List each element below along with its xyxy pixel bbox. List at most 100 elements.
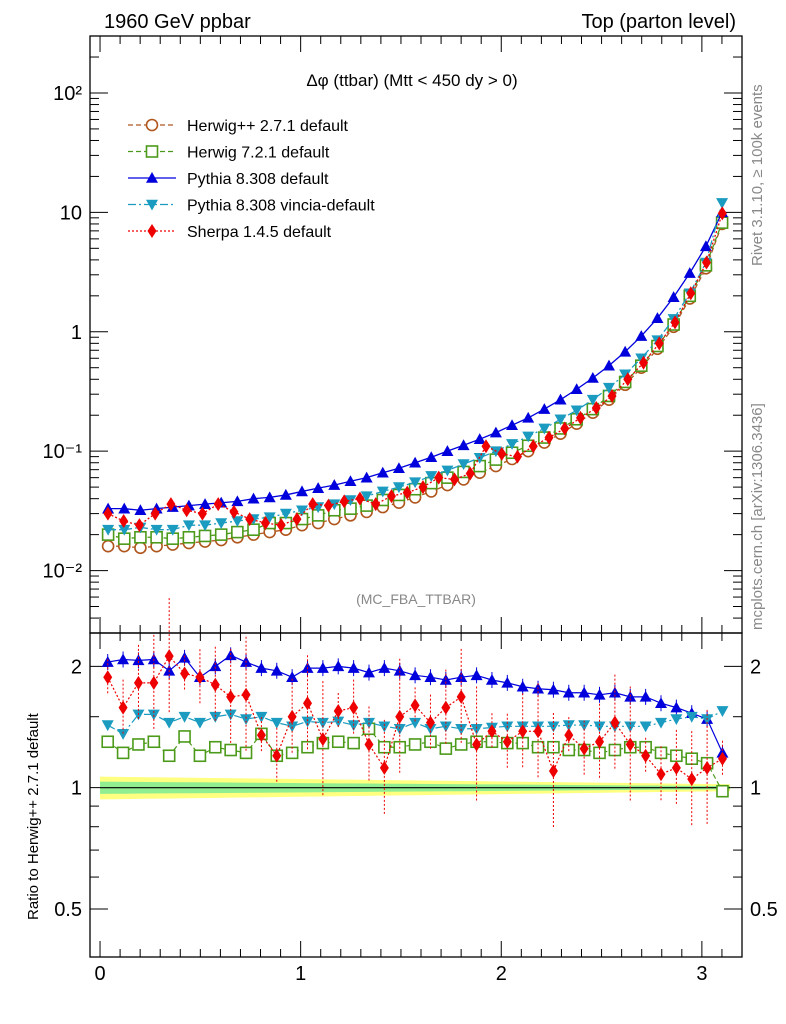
ratio-point-3	[117, 729, 130, 740]
legend-label: Sherpa 1.4.5 default	[187, 224, 332, 241]
ratio-point-3	[270, 717, 283, 729]
data-point-3	[376, 486, 389, 498]
ratio-point-4	[118, 700, 128, 715]
data-point-4	[402, 485, 412, 500]
ratio-point-4	[379, 760, 389, 775]
ratio-point-3	[409, 717, 422, 729]
data-point-2	[586, 372, 599, 383]
ratio-point-2	[362, 666, 375, 678]
data-point-2	[231, 495, 244, 507]
ratio-point-2	[255, 662, 268, 673]
ratio-point-4	[518, 724, 528, 739]
ratio-point-1	[439, 742, 453, 755]
ratio-point-3	[301, 716, 314, 728]
data-point-4	[449, 472, 459, 487]
ratio-point-4	[272, 748, 282, 763]
ratio-point-1	[224, 743, 237, 757]
data-point-3	[570, 405, 583, 417]
ratio-point-1	[685, 752, 699, 765]
data-point-3	[619, 369, 632, 381]
data-point-1	[134, 530, 147, 544]
data-point-3	[425, 471, 438, 482]
ratio-point-1	[378, 740, 391, 754]
ratio-point-2	[655, 697, 668, 709]
y-tick-label: 10⁻²	[43, 561, 83, 583]
data-point-3	[118, 524, 131, 536]
x-tick-label: 1	[295, 963, 306, 985]
ratio-point-1	[547, 740, 560, 754]
ratio-point-4	[210, 677, 220, 692]
mcplots-label: mcplots.cern.ch [arXiv:1306.3436]	[749, 403, 766, 630]
ratio-point-4	[164, 649, 174, 664]
ratio-y-tick-label-right: 0.5	[750, 899, 778, 921]
ratio-point-2	[209, 660, 222, 672]
ratio-point-4	[472, 737, 482, 752]
data-point-4	[465, 466, 475, 481]
ratio-ylabel: Ratio to Herwig++ 2.7.1 default	[25, 712, 42, 920]
ratio-point-2	[286, 671, 299, 682]
data-point-2	[263, 491, 276, 503]
ratio-point-4	[287, 709, 297, 724]
data-point-3	[166, 524, 179, 536]
ratio-point-4	[256, 728, 266, 743]
ratio-point-4	[103, 670, 113, 685]
data-point-1	[214, 528, 228, 541]
ratio-point-1	[301, 740, 314, 754]
data-point-2	[344, 475, 357, 487]
legend-label: Herwig 7.2.1 default	[187, 145, 330, 162]
legend-marker	[145, 145, 159, 158]
ratio-point-4	[579, 741, 589, 756]
data-point-2	[667, 291, 680, 302]
data-point-4	[292, 512, 302, 527]
data-point-2	[651, 312, 664, 323]
ratio-point-2	[516, 680, 529, 692]
data-point-2	[570, 383, 583, 395]
ratio-point-4	[241, 687, 251, 702]
rivet-label: Rivet 3.1.10, ≥ 100k events	[749, 84, 766, 266]
data-point-4	[386, 489, 396, 504]
ratio-point-2	[378, 662, 391, 673]
data-point-3	[602, 382, 615, 394]
data-point-4	[560, 421, 570, 436]
ratio-point-3	[163, 717, 176, 729]
ratio-point-4	[564, 728, 574, 743]
ratio-point-1	[162, 749, 176, 763]
ratio-point-4	[333, 703, 343, 718]
legend-label: Pythia 8.308 vincia-default	[187, 198, 375, 215]
ratio-point-1	[716, 784, 729, 798]
legend: Herwig++ 2.7.1 default Herwig 7.2.1 defau…	[128, 118, 375, 241]
ratio-point-3	[193, 717, 206, 729]
ratio-point-4	[548, 763, 558, 778]
data-point-3	[409, 477, 422, 489]
ratio-point-3	[393, 723, 406, 735]
plot-watermark: (MC_FBA_TTBAR)	[356, 591, 476, 607]
header-right: Top (parton level)	[581, 11, 736, 33]
data-point-2	[247, 492, 260, 504]
ratio-point-3	[670, 714, 683, 726]
data-point-4	[355, 491, 365, 506]
data-point-3	[522, 431, 535, 443]
ratio-point-4	[595, 734, 605, 749]
data-point-4	[103, 506, 113, 521]
main-plot: 10⁻² 10⁻¹ 1 10 10²	[43, 35, 743, 634]
data-point-4	[544, 430, 554, 445]
ratio-point-1	[347, 736, 360, 750]
data-point-4	[308, 497, 318, 512]
y-tick-label: 1	[71, 322, 82, 344]
data-point-4	[607, 388, 617, 403]
data-point-4	[339, 494, 349, 509]
data-point-4	[260, 516, 270, 531]
data-point-4	[497, 446, 507, 461]
ratio-point-2	[117, 653, 130, 665]
ratio-point-4	[641, 748, 651, 763]
ratio-point-4	[702, 760, 712, 775]
data-point-2	[425, 451, 438, 463]
ratio-point-3	[470, 723, 483, 735]
data-point-4	[245, 512, 255, 527]
ratio-point-3	[240, 714, 253, 726]
ratio-point-2	[270, 664, 283, 676]
ratio-point-4	[502, 734, 512, 749]
data-point-3	[360, 491, 373, 503]
data-point-4	[639, 355, 649, 370]
ratio-point-2	[101, 656, 114, 667]
